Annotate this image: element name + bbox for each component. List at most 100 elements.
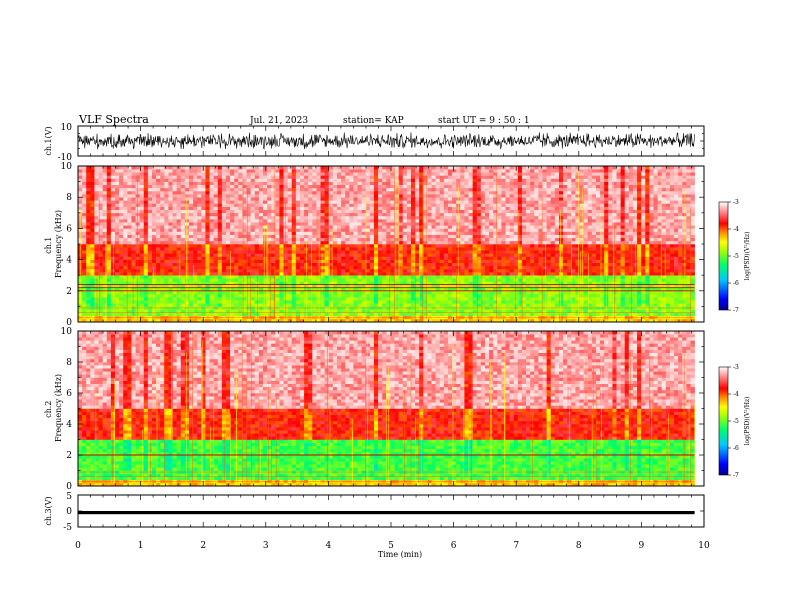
spectrogram-cell — [382, 247, 387, 251]
spectrogram-cell — [267, 178, 272, 182]
spectrogram-cell — [168, 256, 173, 260]
spectrogram-cell — [439, 184, 445, 189]
spectrogram-cell — [160, 300, 165, 304]
spectrogram-cell — [460, 197, 465, 201]
spectrogram-cell — [349, 237, 354, 242]
spectrogram-cell — [221, 222, 227, 226]
spectrogram-cell — [225, 290, 231, 295]
spectrogram-cell — [390, 215, 395, 220]
spectrogram-cell — [184, 178, 190, 182]
spectrogram-cell — [308, 225, 313, 229]
spectrogram-cell — [213, 194, 219, 198]
spectrogram-cell — [78, 206, 83, 210]
spectrogram-cell — [382, 297, 387, 301]
spectrogram-cell — [234, 187, 239, 192]
ch1-waveform-line — [77, 132, 695, 150]
spectrogram-cell — [320, 187, 325, 192]
spectrogram-cell — [287, 212, 293, 217]
spectrogram-cell — [316, 215, 321, 220]
spectrogram-cell — [299, 222, 305, 226]
spectrogram-cell — [246, 253, 251, 257]
spectrogram-cell — [349, 200, 354, 204]
spectrogram-cell — [320, 166, 325, 170]
spectrogram-cell — [373, 215, 379, 220]
spectrogram-cell — [86, 231, 91, 235]
spectrogram-cell — [341, 240, 346, 245]
spectrogram-cell — [176, 237, 182, 242]
spectrogram-cell — [402, 290, 408, 295]
spectrogram-cell — [221, 318, 227, 322]
spectrogram-cell — [324, 175, 330, 179]
spectrogram-cell — [151, 206, 157, 210]
spectrogram-cell — [234, 197, 239, 201]
spectrogram-cell — [275, 293, 280, 298]
spectrogram-cell — [291, 234, 297, 239]
spectrogram-cell — [119, 309, 124, 313]
spectrogram-cell — [242, 290, 247, 295]
spectrogram-cell — [316, 184, 321, 189]
spectrogram-cell — [271, 206, 276, 210]
spectrogram-cell — [156, 203, 161, 207]
spectrogram-cell — [275, 219, 280, 223]
spectrogram-cell — [369, 278, 375, 282]
spectrogram-cell — [304, 212, 309, 217]
spectrogram-cell — [160, 206, 165, 210]
spectrogram-cell — [143, 293, 149, 298]
spectrogram-cell — [332, 312, 338, 317]
spectrogram-cell — [427, 231, 432, 235]
spectrogram-cell — [390, 300, 395, 304]
spectrogram-cell — [90, 300, 95, 304]
spectrogram-cell — [406, 181, 412, 186]
spectrogram-cell — [275, 190, 280, 195]
spectrogram-cell — [262, 178, 268, 182]
spectrogram-cell — [291, 293, 297, 298]
spectrogram-cell — [123, 169, 128, 173]
spectrogram-cell — [373, 194, 379, 198]
spectrogram-cell — [234, 234, 239, 239]
spectrogram-cell — [238, 219, 243, 223]
spectrogram-cell — [452, 297, 457, 301]
spectrogram-cell — [472, 203, 478, 207]
spectrogram-cell — [164, 318, 169, 322]
spectrogram-cell — [90, 215, 95, 220]
spectrogram-cell — [246, 209, 251, 214]
spectrogram-cell — [115, 250, 120, 254]
spectrogram-cell — [472, 309, 478, 313]
spectrogram-cell — [197, 268, 202, 273]
spectrogram-cell — [435, 172, 441, 176]
spectrogram-cell — [320, 272, 325, 276]
spectrogram-cell — [427, 172, 432, 176]
spectrogram-cell — [291, 184, 297, 189]
spectrogram-cell — [242, 268, 247, 273]
spectrogram-cell — [78, 259, 83, 264]
spectrogram-cell — [197, 253, 202, 257]
spectrogram-cell — [254, 262, 260, 267]
spectrogram-cell — [176, 206, 182, 210]
spectrogram-cell — [221, 281, 227, 285]
spectrogram-cell — [378, 212, 383, 217]
spectrogram-cell — [394, 297, 399, 301]
spectrogram-cell — [345, 290, 350, 295]
spectrogram-cell — [320, 275, 325, 279]
spectrogram-cell — [410, 215, 416, 220]
spectrogram-cell — [180, 247, 186, 251]
spectrogram-cell — [476, 312, 482, 317]
spectrogram-cell — [115, 303, 120, 307]
spectrogram-cell — [180, 222, 186, 226]
spectrogram-cell — [452, 184, 457, 189]
spectrogram-cell — [267, 169, 272, 173]
spectrogram-cell — [452, 265, 457, 270]
spectrogram-cell — [271, 222, 276, 226]
spectrogram-cell — [168, 284, 173, 288]
spectrogram-cell — [431, 178, 436, 182]
spectrogram-cell — [246, 250, 251, 254]
spectrogram-cell — [452, 237, 457, 242]
spectrogram-cell — [365, 212, 371, 217]
spectrogram-cell — [156, 240, 161, 245]
spectrogram-cell — [246, 169, 251, 173]
spectrogram-cell — [279, 312, 284, 317]
spectrogram-cell — [402, 200, 408, 204]
spectrogram-cell — [147, 197, 153, 201]
spectrogram-cell — [361, 272, 367, 276]
spectrogram-cell — [119, 172, 124, 176]
